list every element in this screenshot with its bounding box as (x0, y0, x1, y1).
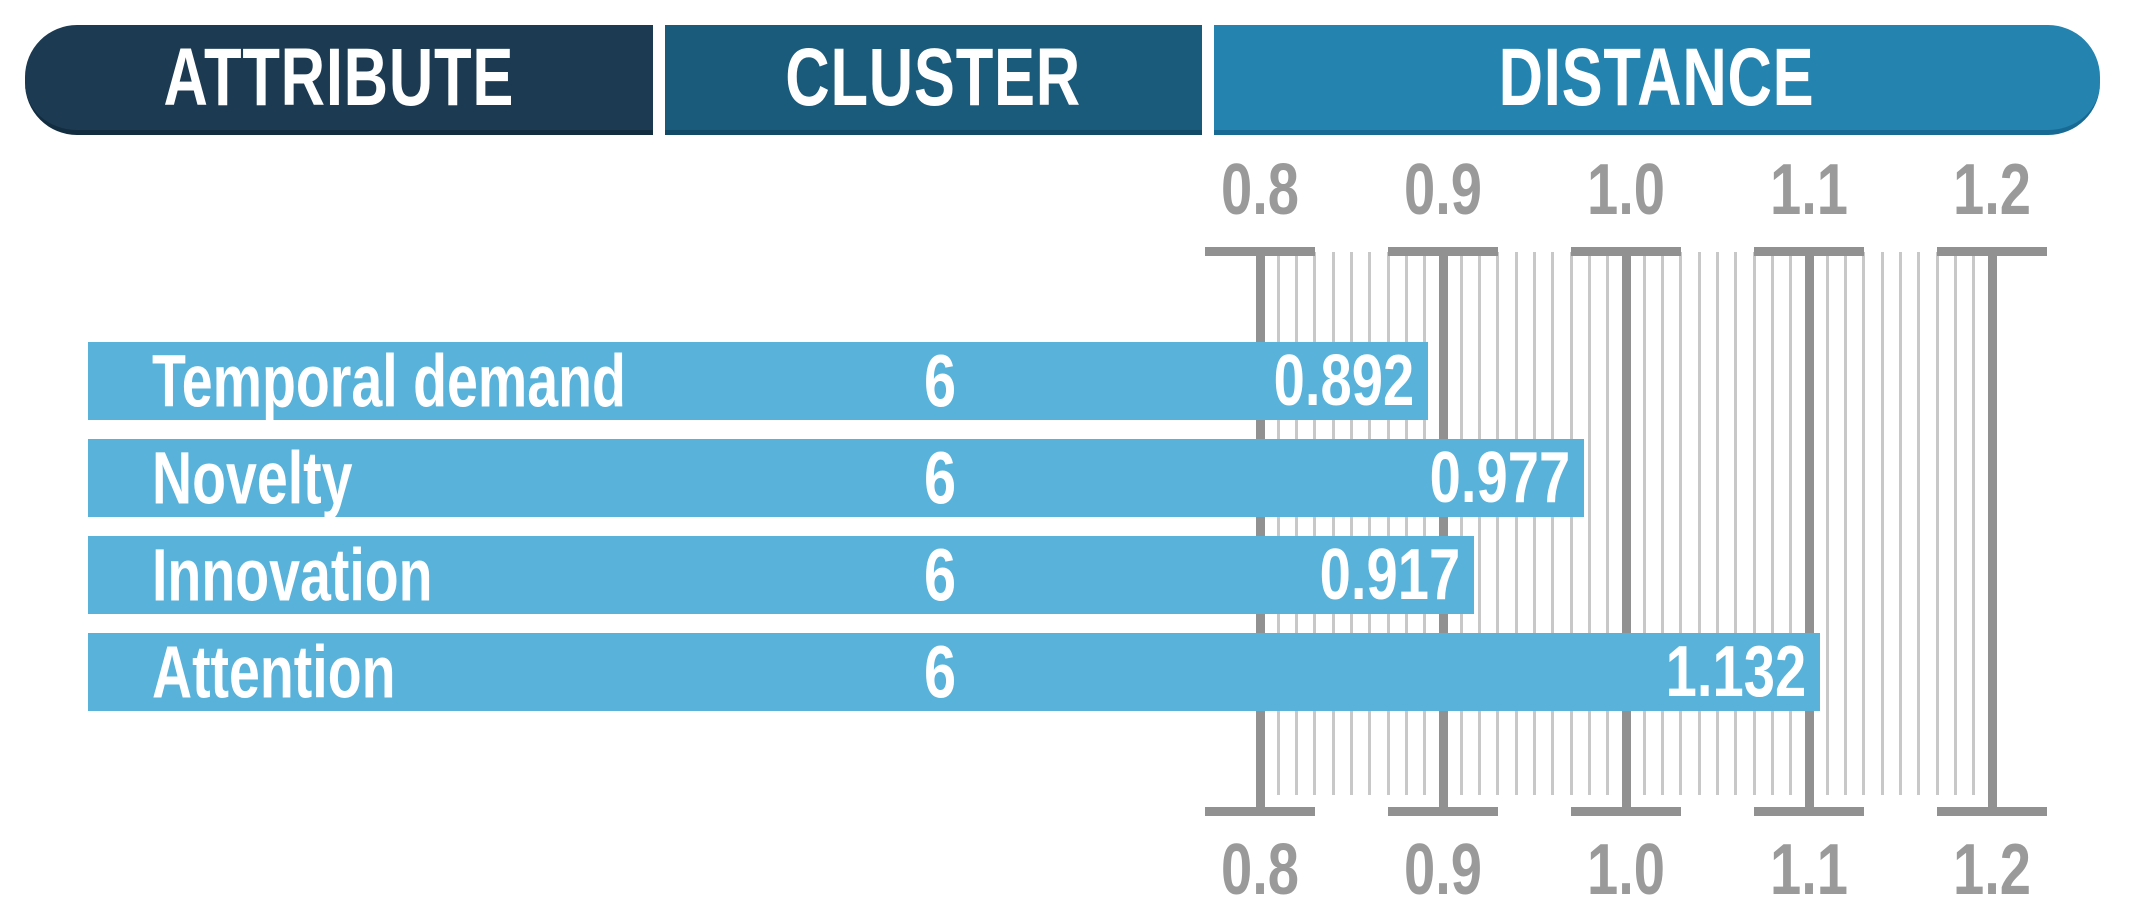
gridline-minor (1368, 252, 1372, 795)
gridline-minor (1716, 252, 1719, 795)
column-header-cluster-label: CLUSTER (785, 31, 1082, 123)
gridline-minor (1313, 252, 1317, 795)
bar-row: Temporal demand 6 0.892 (88, 340, 1429, 423)
gridline-major (1255, 247, 1265, 816)
distance-value: 0.917 (1319, 535, 1461, 615)
tick-cap-top (1205, 247, 1315, 256)
gridline-minor (1697, 252, 1701, 795)
axis-label-bottom: 1.1 (1759, 832, 1859, 908)
axis-tick-text: 1.1 (1769, 150, 1849, 230)
attribute-label: Novelty (152, 436, 353, 520)
tick-cap-bottom (1205, 807, 1315, 816)
gridline-minor (1862, 252, 1866, 795)
gridline-minor (1899, 252, 1902, 795)
axis-label-top: 0.9 (1393, 152, 1493, 228)
gridline-minor (1423, 252, 1427, 795)
gridline-minor (1972, 252, 1976, 795)
attribute-label: Temporal demand (152, 339, 626, 423)
axis-tick-text: 0.9 (1403, 830, 1483, 910)
gridline-minor (1587, 252, 1591, 795)
distance-value: 1.132 (1665, 632, 1806, 712)
tick-cap-top (1754, 247, 1864, 256)
gridline-minor (1295, 252, 1299, 795)
axis-label-top: 1.2 (1942, 152, 2042, 228)
distance-value: 0.977 (1429, 438, 1570, 518)
gridline-minor (1350, 252, 1353, 795)
tick-cap-bottom (1571, 807, 1681, 816)
axis-label-top: 0.8 (1210, 152, 1310, 228)
gridline-major (1804, 247, 1814, 816)
gridline-minor (1386, 252, 1390, 795)
gridline-minor (1935, 252, 1939, 795)
gridline-minor (1642, 252, 1646, 795)
gridline-minor (1551, 252, 1555, 795)
gridline-minor (1276, 252, 1280, 795)
tick-cap-top (1388, 247, 1498, 256)
tick-cap-top (1571, 247, 1681, 256)
bar-row: Novelty 6 0.977 (88, 437, 1584, 520)
gridline-major (1621, 247, 1631, 816)
gridline-minor (1514, 252, 1518, 795)
gridline-minor (1734, 252, 1738, 795)
bar-row: Innovation 6 0.917 (88, 534, 1475, 617)
axis-label-top: 1.0 (1576, 152, 1676, 228)
axis-tick-text: 1.2 (1952, 150, 2032, 230)
gridline-minor (1459, 252, 1463, 795)
gridline-minor (1917, 252, 1921, 795)
axis-tick-text: 0.8 (1220, 830, 1300, 910)
cluster-value: 6 (923, 436, 957, 520)
axis-tick-text: 0.9 (1403, 150, 1483, 230)
gridline-minor (1478, 252, 1482, 795)
gridline-minor (1825, 252, 1829, 795)
axis-tick-text: 1.2 (1952, 830, 2032, 910)
gridline-minor (1606, 252, 1610, 795)
gridline-minor (1496, 252, 1500, 795)
gridline-minor (1752, 252, 1756, 795)
gridline-minor (1770, 252, 1774, 795)
axis-label-top: 1.1 (1759, 152, 1859, 228)
distance-value: 0.892 (1273, 341, 1415, 421)
gridline-minor (1661, 252, 1665, 795)
axis-label-bottom: 1.0 (1576, 832, 1676, 908)
tick-cap-bottom (1388, 807, 1498, 816)
axis-label-bottom: 0.8 (1210, 832, 1310, 908)
axis-tick-text: 1.0 (1586, 830, 1666, 910)
bar-row: Attention 6 1.132 (88, 631, 1820, 714)
cluster-value: 6 (923, 339, 957, 423)
cluster-value: 6 (923, 533, 957, 617)
column-header-cluster: CLUSTER (665, 25, 1202, 135)
column-header-distance-label: DISTANCE (1499, 31, 1815, 123)
column-header-distance: DISTANCE (1214, 25, 2100, 135)
gridline-minor (1404, 252, 1408, 795)
gridline-major (1438, 247, 1448, 816)
gridline-minor (1569, 252, 1573, 795)
axis-tick-text: 1.0 (1586, 150, 1666, 230)
gridline-minor (1679, 252, 1683, 795)
gridline-minor (1789, 252, 1793, 795)
axis-label-bottom: 0.9 (1393, 832, 1493, 908)
gridline-minor (1844, 252, 1848, 795)
gridline-minor (1880, 252, 1884, 795)
cluster-value: 6 (923, 630, 957, 714)
gridline-minor (1533, 252, 1536, 795)
axis-tick-text: 1.1 (1769, 830, 1849, 910)
attribute-label: Attention (152, 630, 396, 714)
column-header-attribute-label: ATTRIBUTE (163, 31, 515, 123)
tick-cap-bottom (1754, 807, 1864, 816)
attribute-label: Innovation (152, 533, 433, 617)
axis-tick-text: 0.8 (1220, 150, 1300, 230)
gridline-minor (1331, 252, 1335, 795)
gridline-minor (1953, 252, 1957, 795)
gridline-major (1987, 247, 1997, 816)
axis-label-bottom: 1.2 (1942, 832, 2042, 908)
tick-cap-bottom (1937, 807, 2047, 816)
tick-cap-top (1937, 247, 2047, 256)
column-header-attribute: ATTRIBUTE (25, 25, 653, 135)
